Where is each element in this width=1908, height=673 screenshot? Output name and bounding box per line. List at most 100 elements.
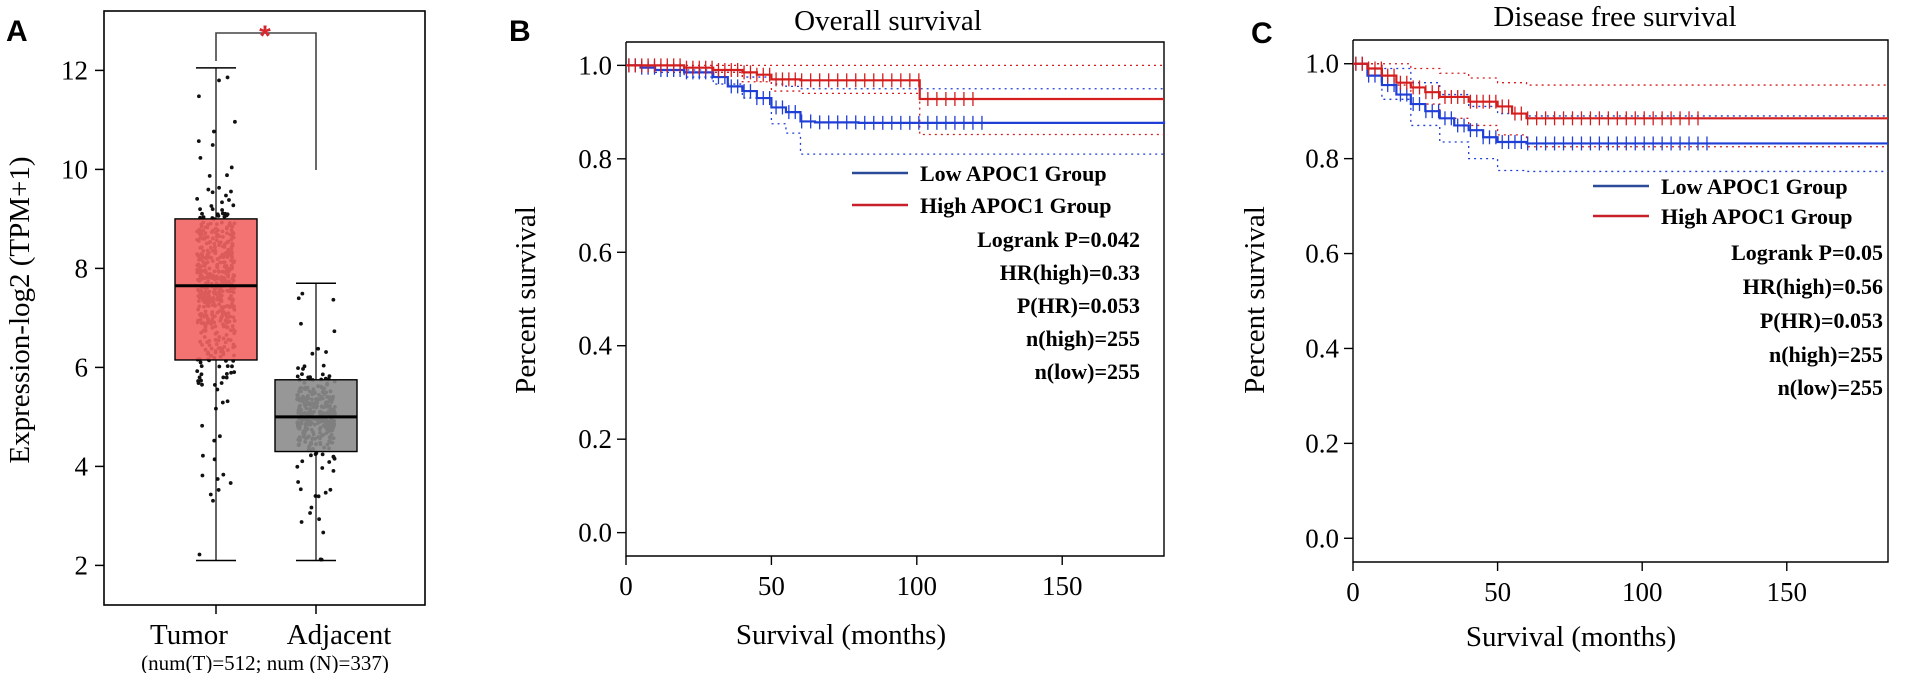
data-point — [219, 381, 224, 385]
ci_low-upper-band — [1353, 63, 1889, 117]
data-point — [216, 488, 221, 492]
data-point — [195, 196, 200, 201]
panel-a-boxes — [174, 67, 358, 562]
ci_high-lower-band — [1353, 63, 1888, 148]
data-point — [328, 487, 333, 492]
data-point — [331, 468, 336, 473]
data-point — [300, 459, 305, 464]
data-point — [222, 214, 227, 219]
data-point — [295, 464, 300, 469]
data-point — [296, 296, 301, 301]
significance-marker: * — [259, 20, 271, 53]
data-point — [199, 378, 203, 383]
panel-a-letter: A — [6, 15, 28, 48]
data-point — [198, 156, 203, 160]
data-point — [233, 119, 237, 124]
data-point — [229, 189, 233, 194]
y-tick-label: 0.4 — [1305, 333, 1339, 363]
panel-b: B Overall survival 0.0 0.2 0.4 0.6 0.8 1.0 0 50… — [509, 5, 1166, 651]
panel-c-y-axis-label: Percent survival — [1239, 206, 1271, 394]
data-point — [211, 129, 216, 134]
data-point — [300, 291, 305, 296]
data-point — [231, 203, 236, 208]
data-point — [200, 423, 205, 428]
panel-c-n-low: n(low)=255 — [1778, 375, 1883, 400]
panel-a-x-axis: Tumor Adjacent — [150, 605, 391, 651]
data-point — [224, 375, 229, 380]
data-point — [211, 498, 215, 503]
data-point — [309, 453, 313, 458]
data-point — [220, 400, 225, 405]
data-point — [316, 494, 321, 499]
data-point — [320, 372, 325, 377]
data-point — [200, 473, 205, 478]
panel-c-legend-low: Low APOC1 Group — [1661, 174, 1848, 199]
y-tick-label: 2 — [75, 550, 89, 580]
data-point — [308, 511, 312, 515]
data-point — [295, 374, 300, 379]
y-tick-label: 0.6 — [578, 237, 612, 267]
data-point — [298, 487, 303, 492]
panel-a-y-axis-label: Expression-log2 (TPM+1) — [4, 156, 36, 463]
data-point — [217, 185, 221, 190]
panel-b-title: Overall survival — [794, 5, 982, 37]
panel-c-logrank: Logrank P=0.05 — [1731, 240, 1883, 265]
plot-frame — [1352, 39, 1889, 563]
data-point — [196, 379, 201, 383]
x-tick-label: 50 — [758, 571, 785, 601]
data-point — [224, 372, 229, 376]
data-point — [227, 198, 231, 202]
data-point — [310, 351, 315, 356]
panel-b-x-axis-label: Survival (months) — [736, 619, 946, 651]
panel-b-hr: HR(high)=0.33 — [1000, 260, 1140, 285]
data-point — [215, 477, 220, 481]
data-point — [302, 364, 307, 369]
data-point — [217, 364, 222, 369]
series-high — [1353, 62, 1888, 120]
panel-b-logrank: Logrank P=0.042 — [977, 227, 1140, 252]
box-tumor — [174, 218, 258, 361]
panel-c-hr: HR(high)=0.56 — [1743, 274, 1883, 299]
ci_low-upper-band — [626, 64, 1165, 90]
panel-c-x-axis-label: Survival (months) — [1466, 621, 1676, 653]
x-tick-label: 100 — [897, 571, 938, 601]
x-tick-label: 0 — [1346, 577, 1360, 607]
data-point — [299, 520, 304, 524]
data-point — [332, 329, 337, 334]
data-point — [317, 517, 321, 522]
x-tick-label: 100 — [1622, 577, 1663, 607]
data-point — [198, 207, 202, 212]
panel-c-legend-high: High APOC1 Group — [1661, 204, 1853, 229]
data-point — [324, 350, 328, 354]
y-tick-label: 0.0 — [1305, 523, 1339, 553]
data-point — [309, 505, 314, 510]
data-point — [221, 375, 226, 380]
data-point — [224, 193, 228, 198]
y-tick-label: 0.8 — [578, 144, 612, 174]
data-point — [232, 370, 237, 375]
panel-c-p-hr: P(HR)=0.053 — [1760, 308, 1883, 333]
data-point — [201, 453, 205, 458]
data-point — [217, 78, 221, 83]
data-point — [229, 370, 233, 375]
x-tick-label: 0 — [619, 571, 633, 601]
data-point — [210, 190, 215, 195]
data-point — [225, 212, 230, 217]
data-point — [299, 321, 303, 326]
data-point — [320, 466, 325, 470]
panel-c-n-high: n(high)=255 — [1769, 342, 1883, 367]
data-point — [200, 211, 204, 216]
panel-c-plot: 0.0 0.2 0.4 0.6 0.8 1.0 0 50 100 150 — [1305, 39, 1889, 607]
data-point — [199, 372, 204, 377]
y-tick-label: 6 — [75, 352, 89, 382]
data-point — [296, 480, 301, 484]
x-tick-label: 150 — [1767, 577, 1808, 607]
data-point — [221, 472, 226, 477]
y-tick-label: 1.0 — [1305, 49, 1339, 79]
y-tick-label: 12 — [61, 55, 88, 85]
series-low — [626, 64, 1166, 124]
series-low — [1353, 62, 1888, 145]
data-point — [320, 452, 325, 457]
y-tick-label: 0.0 — [578, 518, 612, 548]
